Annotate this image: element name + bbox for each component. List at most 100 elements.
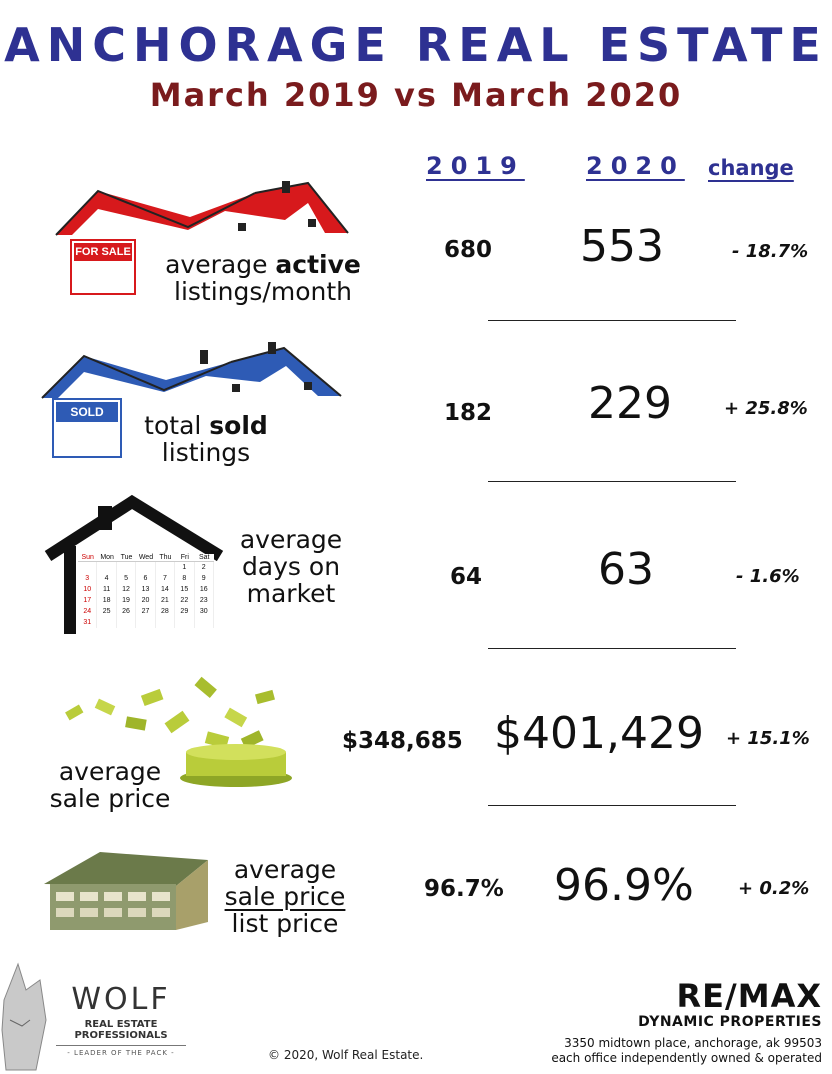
calendar-date: 23 — [195, 595, 214, 606]
metric-days-on-market: Sun Mon Tue Wed Thu Fri Sat 1 2 3 4 5 6 7 8 9 10 1… — [0, 492, 832, 654]
calendar-date — [117, 617, 137, 628]
calendar-date: 27 — [136, 606, 156, 617]
calendar-date: 9 — [195, 573, 214, 584]
for-sale-sign-icon: FOR SALE — [70, 239, 136, 295]
calendar-date: 17 — [78, 595, 98, 606]
calendar-date: 31 — [78, 617, 98, 628]
value-2020-active: 553 — [580, 221, 664, 272]
calendar-week-row: 24 25 26 27 28 29 30 — [78, 606, 214, 617]
calendar-day-name: Mon — [100, 554, 114, 561]
remax-logo: RE/MAX — [676, 977, 822, 1015]
calendar-date: 3 — [78, 573, 98, 584]
for-sale-sign-label: FOR SALE — [74, 243, 132, 261]
calendar-date: 4 — [97, 573, 117, 584]
calendar-date — [156, 617, 176, 628]
money-house-icon — [44, 852, 208, 930]
divider-line — [488, 481, 736, 482]
calendar-date: 24 — [78, 606, 98, 617]
value-2019-days: 64 — [450, 564, 483, 590]
change-ratio: + 0.2% — [738, 878, 810, 899]
change-sale-price: + 15.1% — [726, 728, 810, 749]
sold-sign-icon: SOLD — [52, 398, 122, 458]
value-2020-sold: 229 — [588, 378, 672, 429]
house-outline-icon — [44, 494, 224, 634]
value-2019-ratio: 96.7% — [424, 876, 504, 902]
calendar-date: 16 — [195, 584, 214, 595]
calendar-date: 30 — [195, 606, 214, 617]
column-header-2019: 2019 — [426, 152, 525, 180]
wolf-logo: WOLF REAL ESTATE PROFESSIONALS - LEADER … — [56, 982, 186, 1057]
value-2019-active: 680 — [444, 237, 493, 263]
wolf-logo-name: WOLF — [71, 982, 171, 1017]
divider-line — [488, 648, 736, 649]
remax-office-name: DYNAMIC PROPERTIES — [638, 1014, 822, 1030]
change-days: - 1.6% — [736, 566, 800, 587]
calendar-date — [136, 562, 156, 573]
copyright-text: © 2020, Wolf Real Estate. — [268, 1048, 424, 1062]
metric-label-sale-price: average sale price — [49, 757, 171, 813]
value-2020-ratio: 96.9% — [554, 860, 694, 911]
calendar-date — [97, 617, 117, 628]
calendar-date: 14 — [156, 584, 176, 595]
metric-sale-to-list-ratio: average sale price list price 96.7% 96.9… — [0, 848, 832, 948]
calendar-date — [136, 617, 156, 628]
calendar-date: 13 — [136, 584, 156, 595]
calendar-date: 8 — [175, 573, 195, 584]
wolf-logo-subtitle: REAL ESTATE PROFESSIONALS — [74, 1019, 168, 1041]
metric-active-listings: FOR SALE average active listings/month 6… — [0, 175, 832, 325]
value-2019-sold: 182 — [444, 400, 493, 426]
calendar-date: 26 — [117, 606, 137, 617]
calendar-date: 11 — [97, 584, 117, 595]
calendar-day-name: Thu — [159, 554, 172, 561]
calendar-date: 25 — [97, 606, 117, 617]
change-sold: + 25.8% — [724, 398, 808, 419]
calendar-date: 12 — [117, 584, 137, 595]
metric-label-ratio: average sale price list price — [224, 855, 346, 938]
calendar-date — [156, 562, 176, 573]
value-2019-sale-price: $348,685 — [342, 728, 463, 754]
calendar-date: 19 — [117, 595, 137, 606]
calendar-date: 2 — [195, 562, 214, 573]
calendar-date: 10 — [78, 584, 98, 595]
calendar-date: 28 — [156, 606, 176, 617]
calendar-date: 22 — [175, 595, 195, 606]
calendar-date: 18 — [97, 595, 117, 606]
calendar-week-row: 10 11 12 13 14 15 16 — [78, 584, 214, 595]
metric-sold-listings: SOLD total sold listings 182 229 + 25.8% — [0, 340, 832, 490]
calendar-date: 20 — [136, 595, 156, 606]
calendar-date — [117, 562, 137, 573]
calendar-day-name: Fri — [180, 554, 189, 561]
calendar-week-row: 17 18 19 20 21 22 23 — [78, 595, 214, 606]
column-header-2020: 2020 — [586, 152, 685, 180]
calendar-date: 29 — [175, 606, 195, 617]
page-title: ANCHORAGE REAL ESTATE — [4, 18, 828, 72]
calendar-date: 6 — [136, 573, 156, 584]
calendar-date: 1 — [175, 562, 195, 573]
divider-line — [488, 805, 736, 806]
page-subtitle: March 2019 vs March 2020 — [149, 76, 683, 114]
change-active: - 18.7% — [732, 241, 809, 262]
remax-block: RE/MAX DYNAMIC PROPERTIES 3350 midtown p… — [551, 980, 822, 1066]
money-pile-icon — [65, 676, 292, 787]
calendar-date: 15 — [175, 584, 195, 595]
red-roof-house-icon — [55, 181, 349, 236]
remax-address: 3350 midtown place, anchorage, ak 99503 … — [551, 1036, 822, 1065]
calendar-day-name: Tue — [120, 554, 133, 561]
sold-sign-label: SOLD — [56, 402, 118, 422]
calendar-date: 7 — [156, 573, 176, 584]
calendar-date — [195, 617, 214, 628]
metric-label-sold: total sold listings — [144, 411, 268, 467]
calendar-date — [97, 562, 117, 573]
wolf-logo-tagline: - LEADER OF THE PACK - — [56, 1045, 186, 1057]
calendar-date: 21 — [156, 595, 176, 606]
calendar-grid: 1 2 3 4 5 6 7 8 9 10 11 12 13 14 15 16 17 18 19 20 21 22 23 24 2… — [78, 562, 214, 628]
calendar-icon: Sun Mon Tue Wed Thu Fri Sat 1 2 3 4 5 6 7 8 9 10 1… — [78, 554, 214, 628]
blue-roof-house-icon — [41, 342, 342, 399]
metric-sale-price: average sale price $348,685 $401,429 + 1… — [0, 672, 832, 812]
calendar-day-name: Sun — [81, 554, 94, 561]
column-header-change: change — [708, 156, 794, 180]
calendar-day-name: Sat — [198, 554, 210, 561]
calendar-date — [78, 562, 98, 573]
